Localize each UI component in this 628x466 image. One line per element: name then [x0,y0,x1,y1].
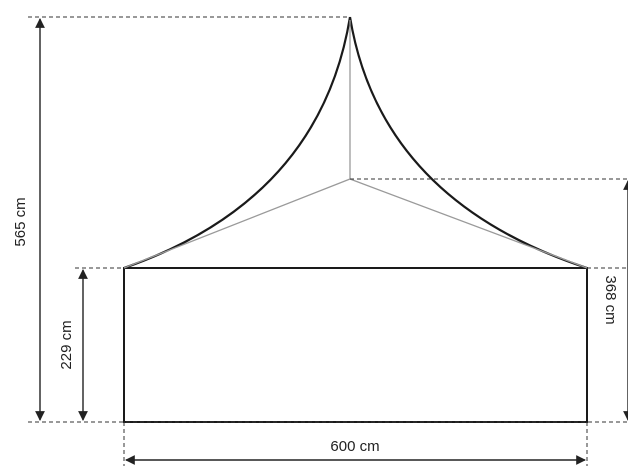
roof-left-curve [123,16,352,270]
total-height-label: 565 cm [12,197,29,246]
width-label: 600 cm [330,438,379,455]
roof-height-label: 368 cm [602,275,619,324]
wall-height-label: 229 cm [58,320,75,369]
tent-wall [123,267,588,423]
roof-left-rafter [123,178,351,269]
roof-right-curve [348,16,588,270]
extension-lines [28,16,628,466]
roof-right-rafter [349,178,588,269]
